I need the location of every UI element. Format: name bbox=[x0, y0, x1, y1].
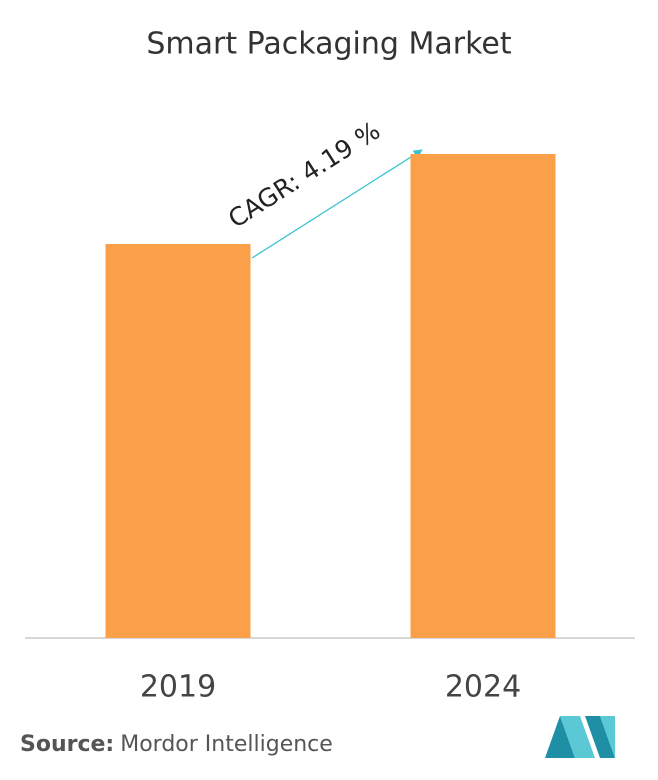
cagr-arrow bbox=[251, 149, 423, 259]
source-label: Source: bbox=[20, 732, 114, 757]
logo bbox=[545, 716, 615, 758]
cagr-annotation: CAGR: 4.19 % bbox=[223, 116, 385, 234]
bar bbox=[105, 244, 251, 639]
source-text: Mordor Intelligence bbox=[120, 732, 333, 757]
x-tick-label: 2024 bbox=[445, 670, 521, 705]
chart-title: Smart Packaging Market bbox=[146, 27, 511, 62]
x-tick-label: 2019 bbox=[140, 670, 216, 705]
bar bbox=[410, 154, 556, 638]
source: Source: Mordor Intelligence bbox=[20, 732, 333, 757]
